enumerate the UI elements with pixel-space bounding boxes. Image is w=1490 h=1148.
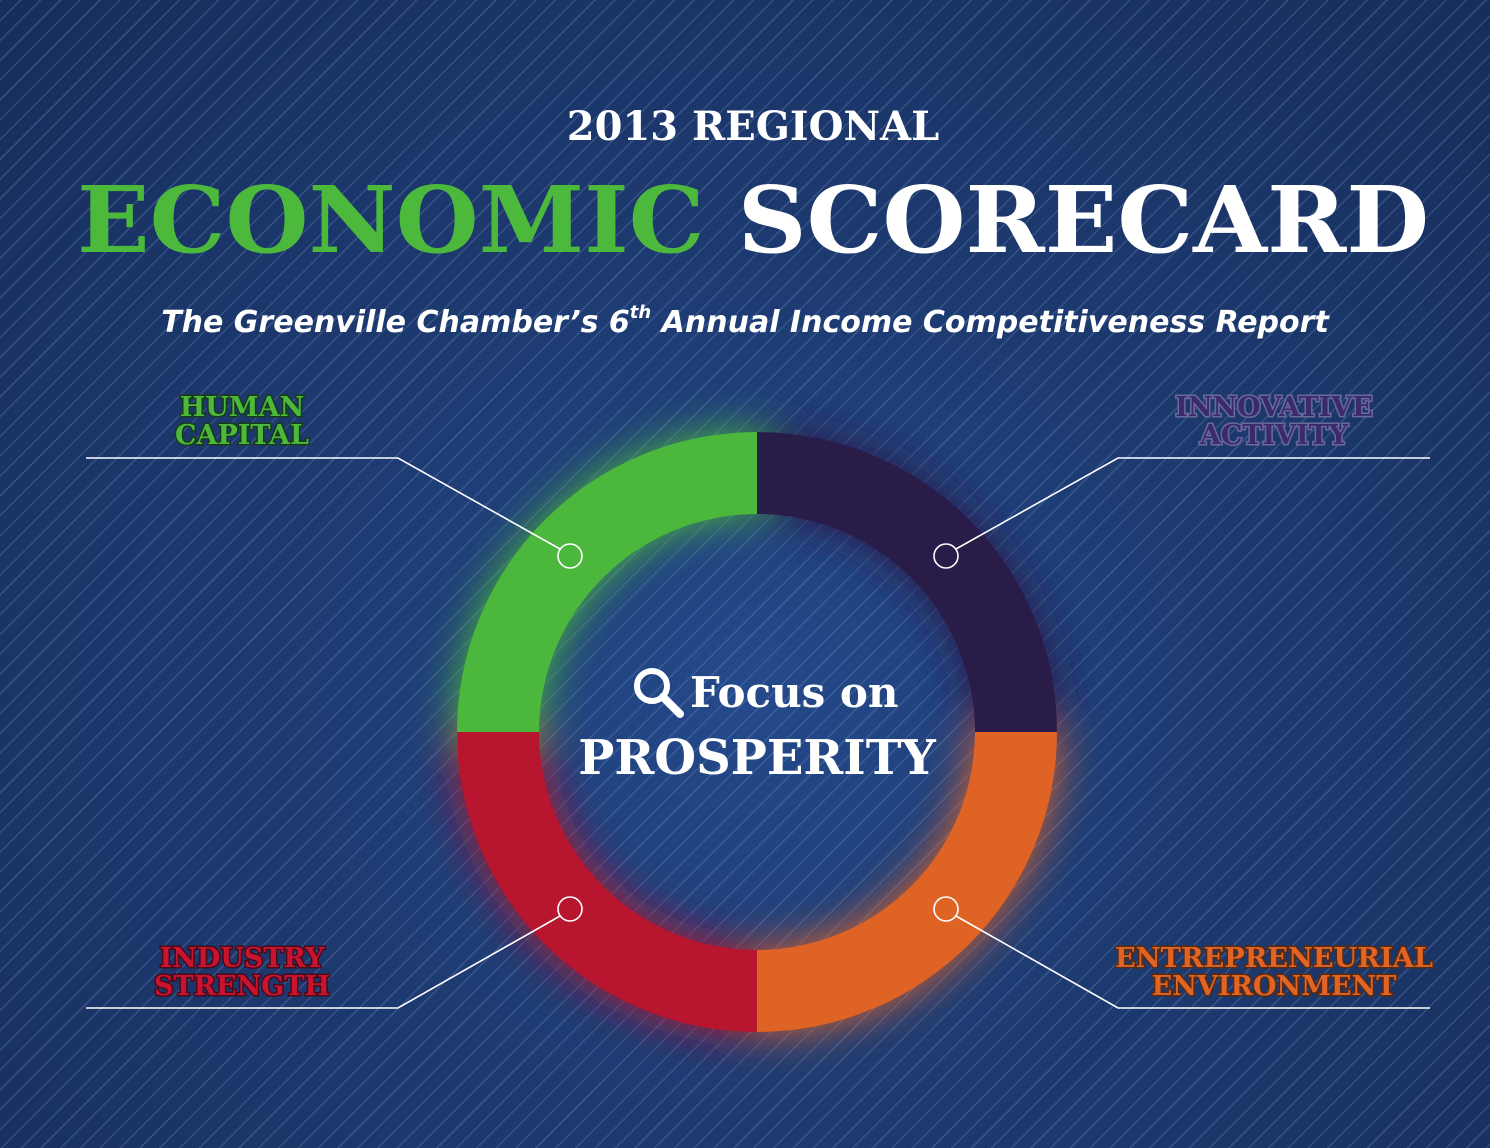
connector xyxy=(955,457,1430,550)
subtitle-sup: th xyxy=(630,302,651,323)
quadrant-label: ACTIVITY xyxy=(1199,420,1349,451)
ring-segment xyxy=(757,732,1057,1032)
quadrant-label: HUMAN xyxy=(180,392,305,423)
ring-segment xyxy=(457,432,757,732)
center-line1: Focus on xyxy=(690,668,898,717)
magnifier-icon xyxy=(634,668,684,718)
subtitle-before: The Greenville Chamber’s 6 xyxy=(161,305,630,340)
quadrant-label: ENTREPRENEURIAL xyxy=(1115,943,1433,974)
center-line2: PROSPERITY xyxy=(578,730,936,786)
quadrant-label: ENVIRONMENT xyxy=(1152,971,1397,1002)
connector-dot xyxy=(557,896,583,922)
connector-dot xyxy=(557,543,583,569)
subtitle: The Greenville Chamber’s 6th Annual Inco… xyxy=(161,302,1330,340)
connector-dot xyxy=(933,543,959,569)
kicker: 2013 REGIONAL xyxy=(567,103,939,150)
connector xyxy=(955,915,1430,1009)
connector xyxy=(86,915,561,1009)
quadrant-label: STRENGTH xyxy=(154,971,330,1002)
title-white: SCORECARD xyxy=(738,166,1429,274)
ring-segment xyxy=(457,732,757,1032)
title-green: ECONOMIC xyxy=(77,166,705,274)
subtitle-after: Annual Income Competitiveness Report xyxy=(651,305,1330,340)
title: ECONOMIC SCORECARD xyxy=(77,166,1429,274)
connector xyxy=(86,457,561,550)
ring-segment xyxy=(757,432,1057,732)
connector-dot xyxy=(933,896,959,922)
quadrant-label: CAPITAL xyxy=(175,420,309,451)
connectors xyxy=(86,457,1430,1009)
quadrant-label: INNOVATIVE xyxy=(1175,392,1373,423)
quadrant-label: INDUSTRY xyxy=(160,943,325,974)
ring xyxy=(457,432,1057,1032)
